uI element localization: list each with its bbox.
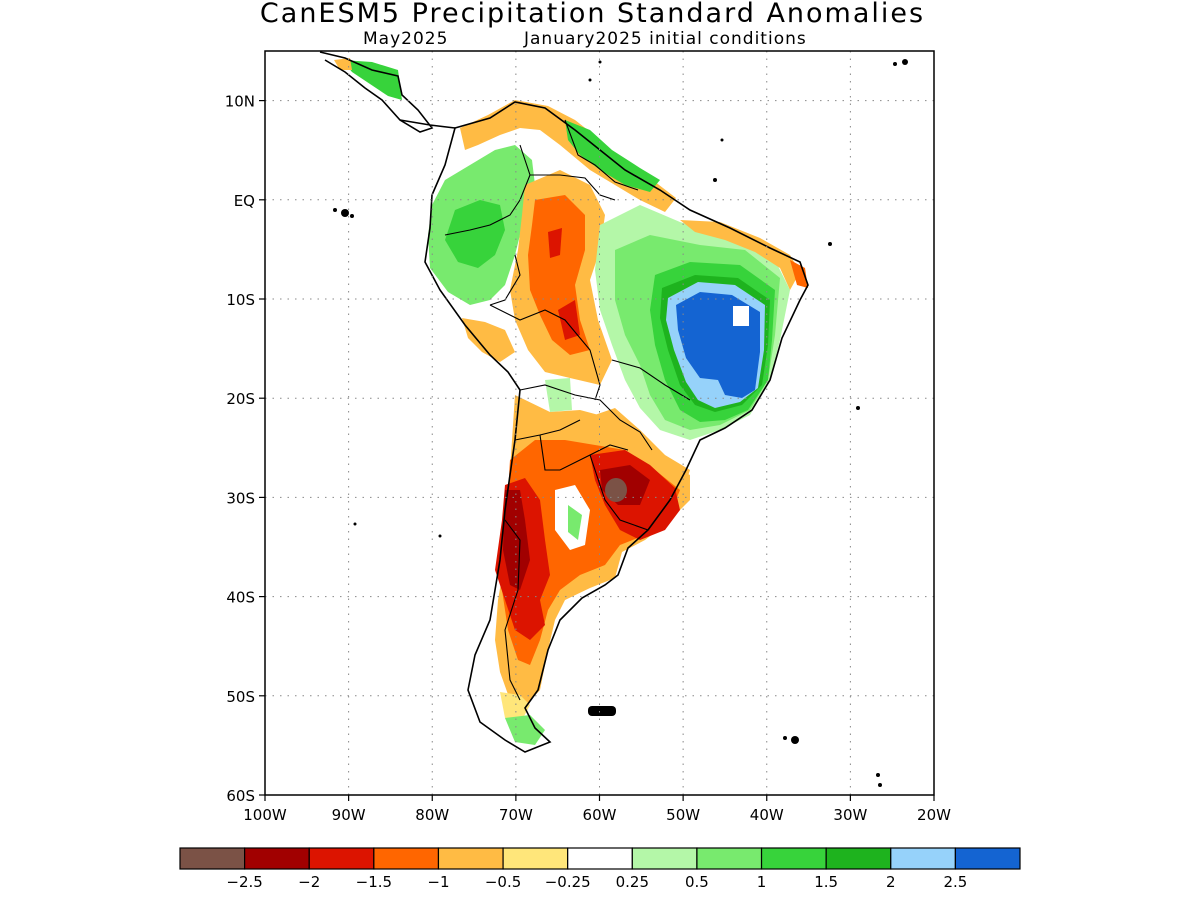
- legend-swatch: [696, 847, 763, 870]
- south-brazil-orange: [580, 408, 690, 485]
- bolivia-wet-patch: [545, 378, 572, 412]
- legend-swatch: [954, 847, 1021, 870]
- lat-tick-label: 40S: [226, 589, 255, 607]
- central-dry-band-red2: [558, 300, 580, 340]
- lon-tick-label: 80W: [415, 806, 449, 824]
- legend-label: −0.25: [545, 873, 591, 891]
- chart-title: CanESM5 Precipitation Standard Anomalies: [259, 0, 926, 29]
- legend-label: −1.5: [356, 873, 392, 891]
- legend-swatch: [179, 847, 246, 870]
- legend-swatch: [308, 847, 375, 870]
- legend-label: −1: [427, 873, 449, 891]
- legend-label: 1: [757, 873, 767, 891]
- wet-core-white-cell: [733, 306, 749, 326]
- lon-tick-label: 40W: [750, 806, 784, 824]
- lon-tick-label: 70W: [499, 806, 533, 824]
- lon-tick-label: 90W: [332, 806, 366, 824]
- lon-tick-label: 30W: [833, 806, 867, 824]
- lat-tick-label: 10S: [226, 291, 255, 309]
- legend-label: 0.25: [616, 873, 649, 891]
- legend-swatch: [760, 847, 827, 870]
- legend-swatch: [890, 847, 956, 870]
- legend-label: −2: [298, 873, 320, 891]
- anomaly-field: [319, 51, 908, 787]
- ne-brazil-coast-dry: [680, 220, 800, 290]
- init-conditions-label: January2025 initial conditions: [524, 29, 807, 49]
- legend-label: 0.5: [685, 873, 709, 891]
- lat-tick-label: 30S: [226, 489, 255, 507]
- central-america-land: [320, 52, 432, 132]
- lat-tick-label: 50S: [226, 688, 255, 706]
- legend: −2.5 −2 −1.5 −1 −0.5 −0.25 0.25 0.5 1 1.5 2 2.5: [179, 847, 1021, 891]
- legend-label: 1.5: [814, 873, 838, 891]
- chile-dark-red: [503, 490, 530, 590]
- legend-swatch: [437, 847, 504, 870]
- ne-brazil-coast-orange: [790, 260, 808, 288]
- lon-tick-label: 60W: [583, 806, 617, 824]
- legend-label: −2.5: [226, 873, 262, 891]
- legend-swatch: [567, 847, 633, 870]
- central-dry-band-red: [548, 228, 562, 258]
- lat-tick-label: 60S: [226, 787, 255, 805]
- legend-swatch: [502, 847, 569, 870]
- country-borders: [444, 119, 691, 701]
- patagonia-light: [500, 692, 530, 720]
- lat-tick-label: EQ: [234, 192, 255, 210]
- lon-tick-label: 20W: [917, 806, 951, 824]
- argentina-wet-patch-green: [568, 505, 582, 540]
- central-america-wet: [342, 60, 402, 100]
- lat-tick-label: 10N: [225, 93, 255, 111]
- lat-tick-label: 20S: [226, 390, 255, 408]
- legend-swatch: [631, 847, 698, 870]
- lon-tick-label: 50W: [666, 806, 700, 824]
- central-america-yellow: [334, 58, 352, 70]
- islands: [333, 59, 908, 787]
- ne-argentina-extreme: [605, 478, 627, 502]
- peru-coast-dry: [462, 318, 515, 362]
- legend-swatch: [373, 847, 440, 870]
- legend-swatch: [244, 847, 310, 870]
- guianas-wet: [565, 120, 660, 192]
- coastline: [319, 51, 809, 753]
- legend-label: 2.5: [943, 873, 967, 891]
- legend-label: −0.5: [485, 873, 521, 891]
- lon-tick-label: 100W: [243, 806, 287, 824]
- tierra-del-fuego-wet: [505, 715, 545, 745]
- valid-month-label: May2025: [363, 29, 449, 49]
- legend-swatch: [825, 847, 892, 870]
- legend-label: 2: [886, 873, 896, 891]
- nw-amazon-wet-core: [445, 200, 505, 268]
